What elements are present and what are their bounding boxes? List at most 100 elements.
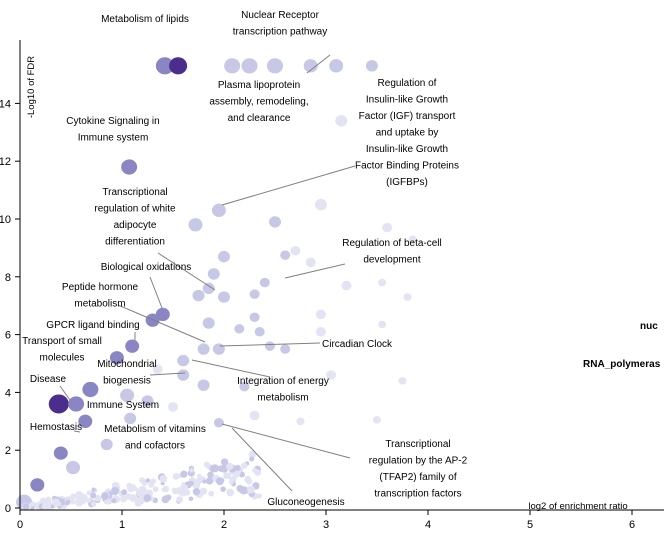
annotation-label: transcription factors [374,489,461,500]
data-point [53,446,68,460]
data-point [120,388,135,402]
data-point [314,198,327,211]
data-point [280,250,291,260]
cloud-point [120,495,127,503]
data-point [398,377,407,385]
cloud-point [171,487,177,493]
cloud-point [249,456,255,462]
data-point [378,278,387,287]
annotation-label: Nuclear Receptor [241,10,319,21]
annotation-label: Biological oxidations [101,262,192,273]
annotation-label: Factor (IGF) transport [359,111,456,122]
data-point [192,289,205,302]
annotation-label: Insulin-like Growth [366,95,448,106]
cloud-point [256,493,262,499]
annotation-label: regulation of white [94,204,176,215]
data-point [30,478,45,492]
data-point [121,159,138,175]
cloud-point [226,462,234,471]
data-point [249,410,260,421]
data-point [141,395,154,407]
data-point [249,312,260,323]
cloud-point [220,458,229,466]
cloud-point [159,475,168,483]
y-tick-label: 10 [0,214,11,226]
cloud-point [129,493,138,502]
annotation-leader-line [219,342,321,347]
cloud-point [65,499,71,505]
cloud-point [145,478,151,483]
data-point [218,250,230,263]
cloud-point [161,495,170,504]
x-tick-label: 6 [629,519,635,531]
cloud-point [197,473,202,479]
annotations-layer: Metabolism of lipids Nuclear Receptor tran… [22,10,467,508]
data-point [341,280,352,291]
x-tick-label: 3 [323,519,329,531]
cloud-point [134,499,143,507]
data-point [207,268,220,280]
data-point [188,218,203,232]
annotation-label: assembly, remodeling, [209,97,308,108]
data-point [315,326,326,337]
clipped-label-nuc: nuc [640,321,658,332]
annotation-label: Integration of energy [237,376,329,387]
annotation-label: biogenesis [103,376,151,387]
data-point [218,291,230,303]
data-point [155,57,174,75]
cloud-point [210,464,219,473]
y-tick-label: 14 [0,98,11,110]
annotation-label: Regulation of beta-cell [342,238,442,249]
data-point [211,203,226,217]
cloud-point [91,487,96,492]
data-point [224,58,241,74]
leader-lines-layer [59,54,356,492]
data-point [152,364,163,375]
y-tick-label: 8 [5,272,11,284]
annotation-label: Metabolism of vitamins [104,424,206,435]
annotation-label: and uptake by [376,128,439,139]
x-tick-label: 5 [527,519,533,531]
cloud-point [135,488,144,497]
cloud-point [176,496,183,503]
y-tick-label: 4 [5,387,11,399]
cloud-point [111,498,117,504]
axes [19,40,664,511]
data-point [249,289,260,299]
cloud-point [202,479,207,484]
annotation-label: Metabolism of lipids [101,14,189,25]
cloud-point [161,487,166,492]
annotation-label: transcription pathway [233,27,328,38]
annotation-label: Factor Binding Proteins [355,161,459,172]
data-point [169,57,188,75]
data-point [177,354,190,367]
cloud-point [254,469,261,476]
cloud-point [90,492,97,499]
data-point [408,235,417,244]
data-point [239,381,250,392]
annotation-label: regulation by the AP-2 [369,456,468,467]
cloud-point [246,485,255,494]
cloud-point [79,494,88,504]
annotation-label: Circadian Clock [322,339,393,350]
data-point [202,317,215,329]
annotation-leader-line [284,263,346,279]
cloud-point [229,480,234,485]
annotation-label: (TFAP2) family of [379,472,456,483]
points-layer [16,57,417,510]
cloud-point [234,464,241,471]
data-point [234,324,245,334]
data-point [109,351,124,365]
cloud-point [22,503,30,510]
data-point [315,309,326,320]
data-point [378,320,387,329]
annotation-label: development [363,255,420,266]
data-point [329,59,344,73]
x-tick-label: 0 [17,519,23,531]
cloud-point [189,468,194,473]
data-point [373,416,381,424]
data-point [267,58,283,74]
cloud-point [70,493,77,500]
data-point [155,307,170,322]
y-axis-label: -Log10 of FDR [26,56,37,118]
